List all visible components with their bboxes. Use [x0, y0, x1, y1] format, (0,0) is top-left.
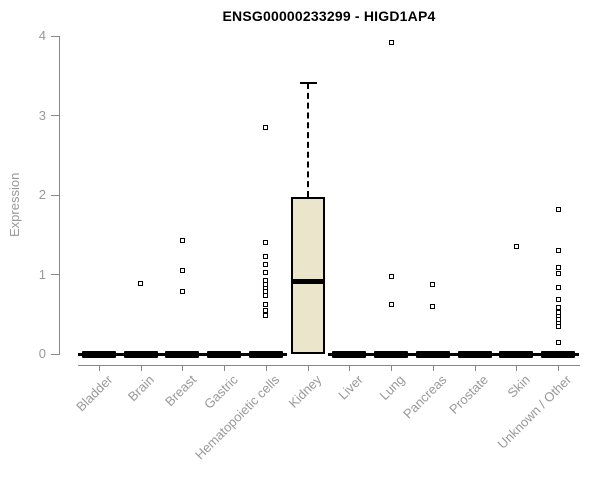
- y-tick-label: 1: [38, 266, 46, 282]
- outlier-point: [263, 253, 269, 259]
- x-axis-tick: [516, 365, 518, 371]
- collapsed-box-median: [457, 350, 492, 358]
- x-axis-tick: [182, 365, 184, 371]
- outlier-point: [179, 237, 185, 243]
- category-label: Brain: [125, 372, 158, 405]
- outlier-point: [430, 303, 436, 309]
- outlier-point: [388, 39, 394, 45]
- category-label: Prostate: [446, 372, 492, 417]
- x-axis-line: [78, 365, 580, 366]
- y-tick-label: 4: [38, 28, 46, 43]
- collapsed-box-median: [207, 350, 242, 358]
- collapsed-box-median: [374, 350, 409, 358]
- category-label: Kidney: [285, 372, 325, 411]
- x-axis-tick: [224, 365, 226, 371]
- outlier-point: [513, 244, 519, 250]
- outlier-point: [138, 280, 144, 286]
- y-axis-tick: [51, 274, 59, 275]
- outlier-point: [555, 284, 561, 290]
- collapsed-box-median: [165, 350, 200, 358]
- outlier-point: [555, 340, 561, 346]
- category-label: Pancreas: [400, 372, 450, 422]
- y-axis-tick: [51, 35, 59, 37]
- outlier-point: [263, 261, 269, 267]
- x-axis-tick: [558, 365, 560, 371]
- collapsed-box-median: [499, 350, 534, 358]
- y-tick-label: 2: [38, 187, 46, 202]
- outlier-point: [555, 297, 561, 303]
- outlier-point: [388, 274, 394, 280]
- outlier-point: [555, 206, 561, 212]
- outlier-point: [555, 248, 561, 254]
- x-axis-tick: [349, 365, 351, 371]
- category-label: Liver: [335, 372, 366, 403]
- outlier-point: [555, 264, 561, 270]
- outlier-point: [430, 282, 436, 288]
- median-line: [292, 278, 323, 284]
- category-label: Lung: [376, 372, 408, 404]
- y-axis-tick: [51, 194, 59, 196]
- collapsed-box-median: [82, 350, 116, 358]
- collapsed-box-median: [332, 350, 367, 358]
- outlier-point: [555, 304, 561, 310]
- whisker-line: [306, 82, 309, 198]
- category-label: Breast: [161, 372, 200, 410]
- outlier-point: [555, 271, 561, 277]
- collapsed-box-median: [541, 350, 576, 358]
- x-axis-tick: [99, 365, 100, 371]
- x-axis-tick: [432, 365, 434, 371]
- x-axis-tick: [474, 365, 476, 371]
- outlier-point: [263, 124, 269, 130]
- y-tick-label: 3: [38, 107, 46, 123]
- outlier-point: [388, 302, 394, 308]
- category-label: Bladder: [73, 372, 116, 415]
- collapsed-box-median: [248, 350, 283, 358]
- category-label: Unknown / Other: [495, 372, 575, 452]
- outlier-point: [263, 307, 269, 313]
- outlier-point: [555, 324, 561, 330]
- y-axis-label: Expression: [7, 172, 22, 237]
- outlier-point: [263, 302, 269, 308]
- outlier-point: [263, 270, 269, 276]
- whisker-cap: [299, 81, 317, 84]
- y-tick-label: 0: [38, 346, 46, 361]
- y-axis-tick: [51, 353, 59, 355]
- category-label: Skin: [504, 372, 533, 401]
- y-axis-line: [59, 36, 60, 355]
- outlier-point: [263, 312, 269, 318]
- y-axis-tick: [51, 115, 59, 116]
- outlier-point: [263, 292, 269, 298]
- x-axis-tick: [307, 365, 309, 371]
- outlier-point: [179, 268, 185, 274]
- x-axis-tick: [391, 365, 393, 371]
- outlier-point: [179, 289, 185, 295]
- outlier-point: [263, 240, 269, 246]
- collapsed-box-median: [123, 350, 158, 358]
- category-label: Gastric: [201, 372, 241, 412]
- chart-title: ENSG00000233299 - HIGD1AP4: [222, 8, 436, 24]
- collapsed-box-median: [415, 350, 450, 358]
- x-axis-tick: [140, 365, 142, 371]
- box-body: [290, 197, 325, 354]
- x-axis-tick: [265, 365, 267, 371]
